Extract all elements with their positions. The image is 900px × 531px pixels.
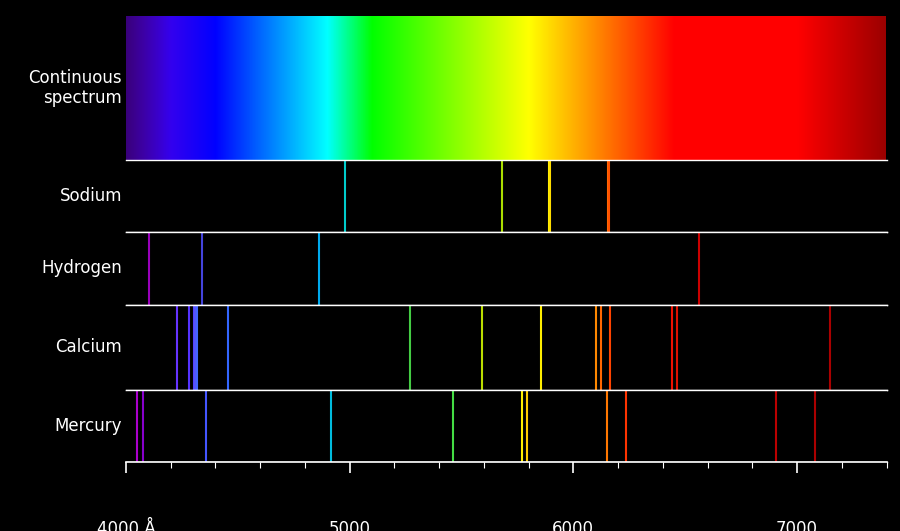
Text: Mercury: Mercury — [55, 417, 122, 435]
Text: Continuous
spectrum: Continuous spectrum — [29, 68, 122, 107]
Text: Calcium: Calcium — [56, 338, 122, 356]
Text: Hydrogen: Hydrogen — [41, 260, 122, 278]
Text: Sodium: Sodium — [59, 187, 122, 205]
